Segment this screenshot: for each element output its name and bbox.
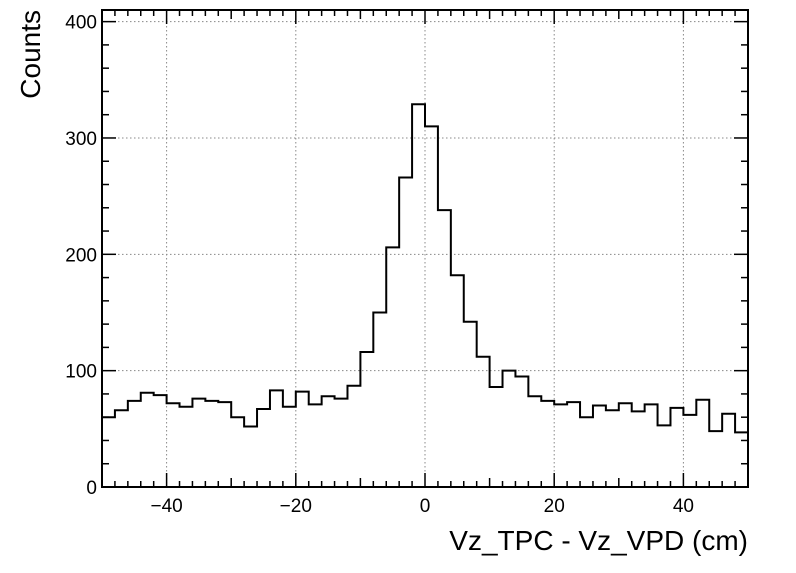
y-tick-label: 400 <box>65 13 97 34</box>
x-tick-label: 40 <box>673 496 694 517</box>
axis-ticks <box>102 10 748 487</box>
y-axis-title: Counts <box>15 10 46 99</box>
x-tick-label: 0 <box>420 496 431 517</box>
x-tick-label: −20 <box>280 496 312 517</box>
x-axis-title: Vz_TPC - Vz_VPD (cm) <box>449 525 748 556</box>
y-tick-label: 100 <box>65 362 97 383</box>
histogram-outline <box>101 103 749 487</box>
y-tick-label: 200 <box>65 245 97 266</box>
y-tick-label: 300 <box>65 129 97 150</box>
x-tick-label: −40 <box>150 496 182 517</box>
x-tick-label: 20 <box>544 496 565 517</box>
y-tick-label: 0 <box>86 478 97 499</box>
grid-lines <box>102 10 748 487</box>
